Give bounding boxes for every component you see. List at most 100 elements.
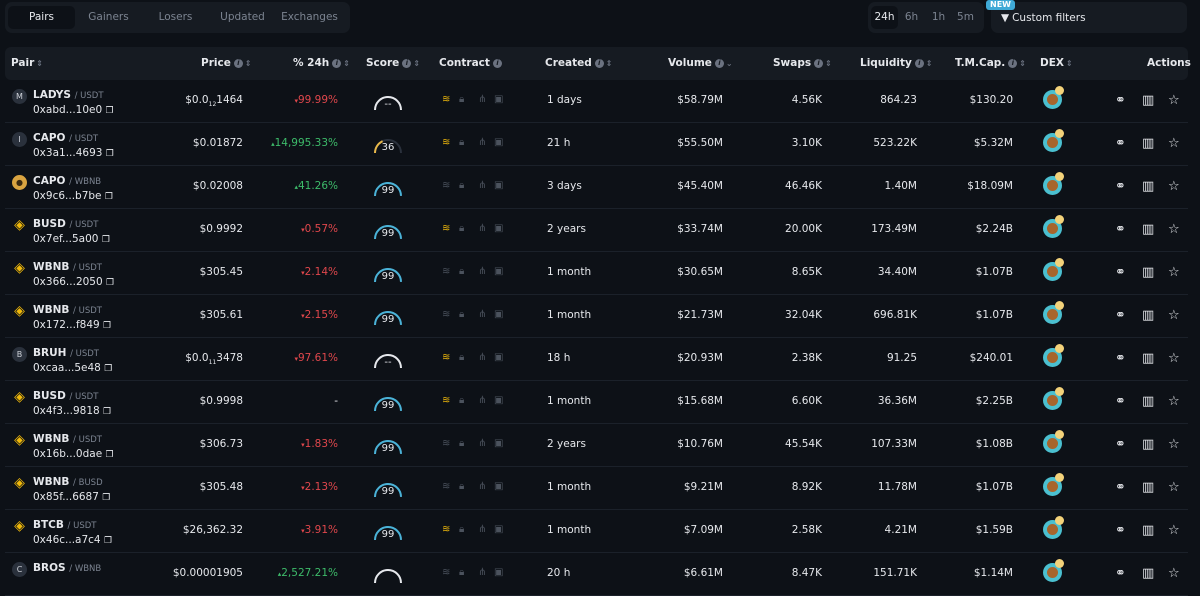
copy-icon[interactable]: ❐ (102, 493, 111, 503)
binoculars-icon[interactable]: ⚭ (1115, 93, 1126, 108)
table-row[interactable]: I CAPO / USDT 0x3a1...4693 ❐ $0.01872 ▴14,99… (5, 123, 1188, 166)
chart-icon[interactable]: ▥ (1142, 351, 1155, 366)
binoculars-icon[interactable]: ⚭ (1115, 222, 1126, 237)
header-volume[interactable]: Volume i ⌄ (668, 57, 733, 69)
pair-name[interactable]: WBNB / USDT (33, 261, 102, 273)
pair-name[interactable]: BRUH / USDT (33, 347, 99, 359)
chart-icon[interactable]: ▥ (1142, 222, 1155, 237)
pancakeswap-dex-icon[interactable] (1043, 559, 1064, 582)
star-icon[interactable]: ☆ (1168, 93, 1180, 108)
binoculars-icon[interactable]: ⚭ (1115, 523, 1126, 538)
binoculars-icon[interactable]: ⚭ (1115, 566, 1126, 581)
binoculars-icon[interactable]: ⚭ (1115, 480, 1126, 495)
table-row[interactable]: ◈ BTCB / USDT 0x46c...a7c4 ❐ $26,362.32 ▾3.9… (5, 510, 1188, 553)
pancakeswap-dex-icon[interactable] (1043, 516, 1064, 539)
chart-icon[interactable]: ▥ (1142, 523, 1155, 538)
pair-name[interactable]: BUSD / USDT (33, 390, 99, 402)
star-icon[interactable]: ☆ (1168, 308, 1180, 323)
header-pair[interactable]: Pair ⇕ (11, 57, 43, 69)
pair-name[interactable]: BROS / WBNB (33, 562, 102, 574)
chart-icon[interactable]: ▥ (1142, 566, 1155, 581)
copy-icon[interactable]: ❐ (103, 321, 112, 331)
binoculars-icon[interactable]: ⚭ (1115, 394, 1126, 409)
pancakeswap-dex-icon[interactable] (1043, 172, 1064, 195)
timeframe-24h[interactable]: 24h (871, 6, 898, 29)
copy-icon[interactable]: ❐ (105, 450, 114, 460)
tab-gainers[interactable]: Gainers (88, 11, 129, 23)
pancakeswap-dex-icon[interactable] (1043, 344, 1064, 367)
chart-icon[interactable]: ▥ (1142, 136, 1155, 151)
copy-icon[interactable]: ❐ (106, 278, 115, 288)
chart-icon[interactable]: ▥ (1142, 394, 1155, 409)
table-row[interactable]: ◈ BUSD / USDT 0x4f3...9818 ❐ $0.9998 - 99 ≋ 🔒︎ ⋔… (5, 381, 1188, 424)
tab-pairs[interactable]: Pairs (8, 6, 75, 29)
table-row[interactable]: ◈ WBNB / USDT 0x366...2050 ❐ $305.45 ▾2.14% 9… (5, 252, 1188, 295)
star-icon[interactable]: ☆ (1168, 566, 1180, 581)
binoculars-icon[interactable]: ⚭ (1115, 265, 1126, 280)
binoculars-icon[interactable]: ⚭ (1115, 179, 1126, 194)
binoculars-icon[interactable]: ⚭ (1115, 437, 1126, 452)
star-icon[interactable]: ☆ (1168, 394, 1180, 409)
table-row[interactable]: M LADYS / USDT 0xabd...10e0 ❐ $0.0121464 ▾99… (5, 80, 1188, 123)
copy-icon[interactable]: ❐ (105, 149, 114, 159)
binoculars-icon[interactable]: ⚭ (1115, 351, 1126, 366)
pair-name[interactable]: CAPO / USDT (33, 132, 99, 144)
star-icon[interactable]: ☆ (1168, 222, 1180, 237)
pancakeswap-dex-icon[interactable] (1043, 215, 1064, 238)
pair-name[interactable]: WBNB / BUSD (33, 476, 103, 488)
pancakeswap-dex-icon[interactable] (1043, 129, 1064, 152)
pancakeswap-dex-icon[interactable] (1043, 387, 1064, 410)
pancakeswap-dex-icon[interactable] (1043, 473, 1064, 496)
chart-icon[interactable]: ▥ (1142, 265, 1155, 280)
pair-name[interactable]: WBNB / USDT (33, 433, 102, 445)
table-row[interactable]: ● CAPO / WBNB 0x9c6...b7be ❐ $0.02008 ▴41.26… (5, 166, 1188, 209)
timeframe-5m[interactable]: 5m (957, 11, 974, 23)
tab-exchanges[interactable]: Exchanges (281, 11, 338, 23)
star-icon[interactable]: ☆ (1168, 523, 1180, 538)
header-change[interactable]: % 24h i ⇕ (293, 57, 350, 69)
header-swaps[interactable]: Swaps i ⇕ (773, 57, 832, 69)
header-score[interactable]: Score i ⇕ (366, 57, 421, 69)
pancakeswap-dex-icon[interactable] (1043, 430, 1064, 453)
copy-icon[interactable]: ❐ (103, 536, 113, 546)
pair-name[interactable]: CAPO / WBNB (33, 175, 102, 187)
star-icon[interactable]: ☆ (1168, 265, 1180, 280)
table-row[interactable]: ◈ WBNB / USDT 0x16b...0dae ❐ $306.73 ▾1.83% 9… (5, 424, 1188, 467)
copy-icon[interactable]: ❐ (104, 192, 113, 202)
header-created[interactable]: Created i ⇕ (545, 57, 613, 69)
copy-icon[interactable]: ❐ (104, 364, 113, 374)
timeframe-6h[interactable]: 6h (904, 11, 919, 23)
chart-icon[interactable]: ▥ (1142, 308, 1155, 323)
copy-icon[interactable]: ❐ (103, 407, 112, 417)
star-icon[interactable]: ☆ (1168, 480, 1180, 495)
pair-name[interactable]: LADYS / USDT (33, 89, 104, 101)
star-icon[interactable]: ☆ (1168, 351, 1180, 366)
timeframe-1h[interactable]: 1h (931, 11, 946, 23)
binoculars-icon[interactable]: ⚭ (1115, 308, 1126, 323)
star-icon[interactable]: ☆ (1168, 136, 1180, 151)
tab-updated[interactable]: Updated (220, 11, 265, 23)
copy-icon[interactable]: ❐ (105, 106, 114, 116)
pair-name[interactable]: WBNB / USDT (33, 304, 102, 316)
header-dex[interactable]: DEX ⇕ (1040, 57, 1073, 69)
table-row[interactable]: ◈ BUSD / USDT 0x7ef...5a00 ❐ $0.9992 ▾0.57% 9… (5, 209, 1188, 252)
header-tmcap[interactable]: T.M.Cap. i ⇕ (955, 57, 1026, 69)
chart-icon[interactable]: ▥ (1142, 93, 1155, 108)
table-row[interactable]: B BRUH / USDT 0xcaa...5e48 ❐ $0.0113478 ▾97.… (5, 338, 1188, 381)
chart-icon[interactable]: ▥ (1142, 480, 1155, 495)
chart-icon[interactable]: ▥ (1142, 179, 1155, 194)
table-row[interactable]: ◈ WBNB / USDT 0x172...f849 ❐ $305.61 ▾2.15% 9… (5, 295, 1188, 338)
custom-filters-button[interactable]: ▼ Custom filters (991, 2, 1187, 33)
pair-name[interactable]: BTCB / USDT (33, 519, 97, 531)
star-icon[interactable]: ☆ (1168, 179, 1180, 194)
pancakeswap-dex-icon[interactable] (1043, 86, 1064, 109)
pancakeswap-dex-icon[interactable] (1043, 301, 1064, 324)
tab-losers[interactable]: Losers (158, 11, 193, 23)
pair-name[interactable]: BUSD / USDT (33, 218, 99, 230)
header-price[interactable]: Price i ⇕ (201, 57, 252, 69)
chart-icon[interactable]: ▥ (1142, 437, 1155, 452)
pancakeswap-dex-icon[interactable] (1043, 258, 1064, 281)
star-icon[interactable]: ☆ (1168, 437, 1180, 452)
copy-icon[interactable]: ❐ (101, 235, 110, 245)
binoculars-icon[interactable]: ⚭ (1115, 136, 1126, 151)
